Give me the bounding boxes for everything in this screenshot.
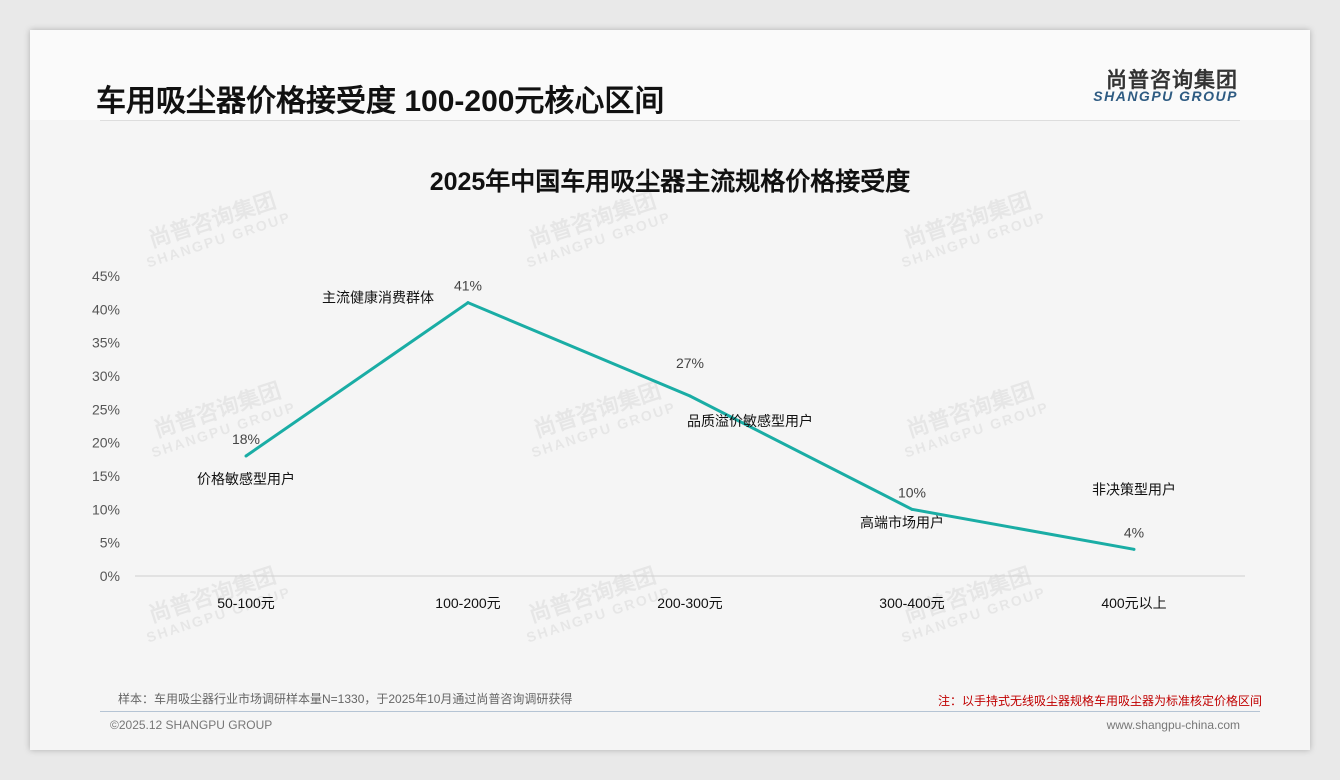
- line-chart: 0% 5% 10% 15% 20% 25% 30% 35% 40% 45% 50-100元 100-2…: [92, 268, 1245, 611]
- page-title: 车用吸尘器价格接受度 100-200元核心区间: [96, 85, 665, 118]
- header: 车用吸尘器价格接受度 100-200元核心区间 尚普咨询集团 SHANGPU G…: [30, 30, 1310, 120]
- logo-cn: 尚普咨询集团: [1106, 69, 1238, 92]
- y-tick-label: 30%: [92, 368, 120, 384]
- copyright: ©2025.12 SHANGPU GROUP: [110, 718, 273, 732]
- data-point: [688, 394, 692, 398]
- y-tick-label: 35%: [92, 335, 120, 351]
- chart-title: 2025年中国车用吸尘器主流规格价格接受度: [429, 168, 911, 196]
- y-tick-label: 40%: [92, 301, 120, 317]
- y-tick-label: 20%: [92, 435, 120, 451]
- x-tick-label: 300-400元: [879, 595, 944, 611]
- annotation: 非决策型用户: [1092, 481, 1176, 497]
- data-point: [1132, 547, 1136, 551]
- annotation: 主流健康消费群体: [322, 290, 434, 306]
- data-label: 10%: [898, 484, 926, 500]
- data-point: [910, 507, 914, 511]
- data-label: 41%: [454, 278, 482, 294]
- annotation: 高端市场用户: [860, 514, 944, 530]
- logo-en: SHANGPU GROUP: [1093, 88, 1238, 104]
- data-label: 27%: [676, 355, 704, 371]
- x-tick-label: 100-200元: [435, 595, 500, 611]
- website-link[interactable]: www.shangpu-china.com: [1106, 718, 1240, 732]
- footer-divider: [100, 711, 1260, 712]
- slide: 车用吸尘器价格接受度 100-200元核心区间 尚普咨询集团 SHANGPU G…: [30, 30, 1310, 750]
- y-tick-label: 15%: [92, 468, 120, 484]
- annotation: 品质溢价敏感型用户: [687, 413, 813, 429]
- sample-note: 样本：车用吸尘器行业市场调研样本量N=1330，于2025年10月通过尚普咨询调…: [118, 692, 573, 706]
- y-tick-label: 25%: [92, 401, 120, 417]
- x-tick-label: 400元以上: [1101, 595, 1166, 611]
- data-label: 4%: [1124, 524, 1144, 540]
- y-tick-label: 5%: [100, 535, 120, 551]
- divider: [100, 120, 1240, 121]
- y-tick-label: 0%: [100, 568, 120, 584]
- x-tick-label: 50-100元: [217, 595, 275, 611]
- annotation: 价格敏感型用户: [197, 471, 295, 487]
- y-tick-label: 10%: [92, 501, 120, 517]
- method-note: 注：以手持式无线吸尘器规格车用吸尘器为标准核定价格区间: [937, 694, 1262, 708]
- data-point: [244, 454, 248, 458]
- x-tick-label: 200-300元: [657, 595, 722, 611]
- y-tick-label: 45%: [92, 268, 120, 284]
- data-label: 18%: [232, 431, 260, 447]
- data-point: [466, 301, 470, 305]
